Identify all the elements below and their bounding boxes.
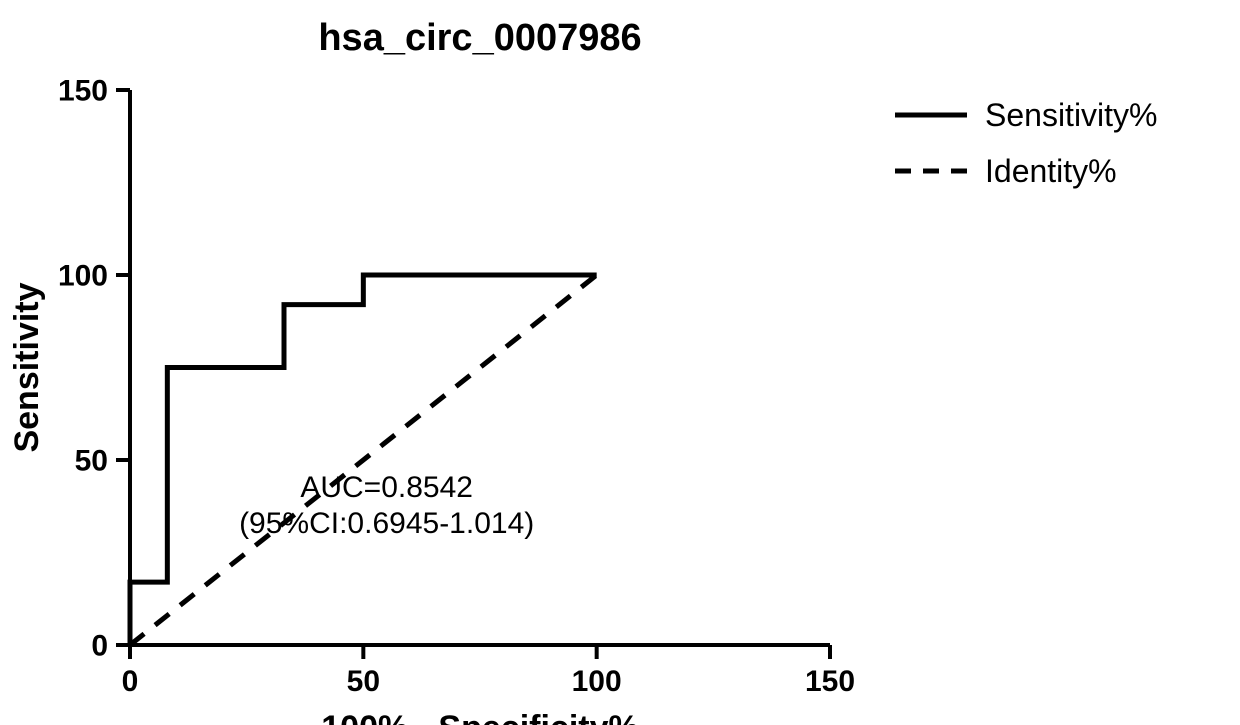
chart-title: hsa_circ_0007986	[318, 17, 641, 59]
y-tick-label: 0	[91, 630, 108, 663]
y-tick-label: 50	[75, 445, 108, 478]
chart-container: hsa_circ_0007986 0 50 100 150 0 50 100 150 100% -…	[0, 0, 1240, 725]
x-tick-label: 50	[347, 665, 380, 698]
x-tick-label: 0	[122, 665, 139, 698]
x-tick-label: 150	[805, 665, 855, 698]
y-tick-label: 100	[58, 260, 108, 293]
y-tick-label: 150	[58, 75, 108, 108]
identity-line	[130, 275, 597, 645]
roc-chart-svg: hsa_circ_0007986 0 50 100 150 0 50 100 150 100% -…	[0, 0, 1240, 725]
legend-label: Identity%	[985, 153, 1117, 189]
y-axis-label: Sensitivity	[8, 282, 46, 452]
x-axis-label: 100% - Specificity%	[321, 709, 638, 725]
legend-label: Sensitivity%	[985, 97, 1158, 133]
auc-annotation-line1: AUC=0.8542	[300, 471, 473, 504]
x-tick-label: 100	[572, 665, 622, 698]
auc-annotation-line2: (95%CI:0.6945-1.014)	[239, 507, 534, 540]
